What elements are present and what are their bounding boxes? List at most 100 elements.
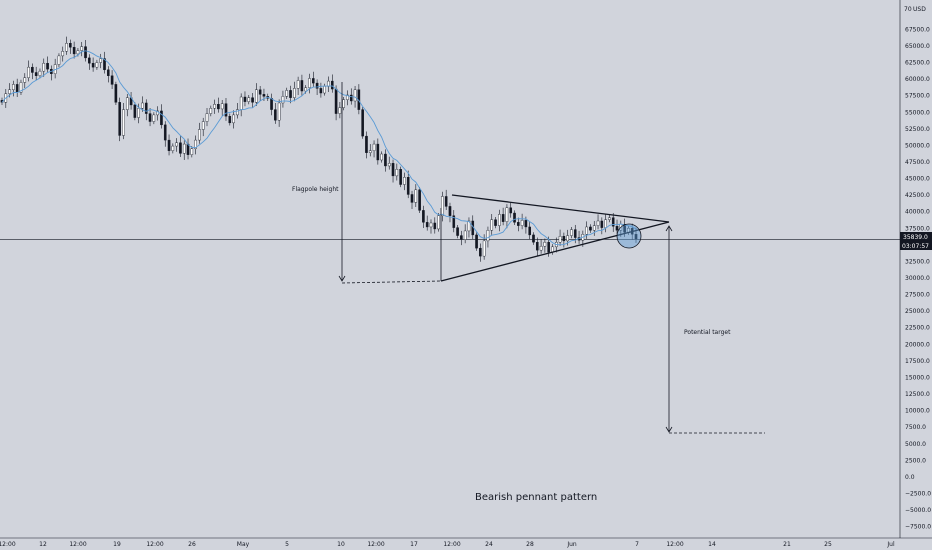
y-tick-label: 20000.0 [905,341,930,348]
y-axis-ticks: 67500.0 65000.0 62500.0 60000.0 57500.0 55000… [905,26,931,530]
candle-body [125,97,129,110]
candle-body [395,169,399,177]
candle-body [281,96,285,104]
candle-body [585,226,588,235]
y-tick-label: 12500.0 [905,391,930,398]
candle-body [463,230,467,240]
y-tick-label: −5000.0 [905,507,931,514]
y-tick-label: −7500.0 [905,524,931,531]
x-tick-label: 12:00 [443,541,460,548]
candle-body [95,62,99,68]
candle-body [494,219,497,226]
candle-body [201,121,205,130]
flagpole-label: Flagpole height [292,186,339,193]
y-tick-label: 47500.0 [905,159,930,166]
x-tick-label: 12:00 [367,541,384,548]
candle-body [380,153,383,161]
candle-body [217,104,220,110]
candle-body [19,82,23,93]
y-tick-label: 62500.0 [905,60,930,67]
candle-body [391,163,395,177]
candle-body [365,135,368,153]
candle-body [65,43,68,52]
y-tick-label: 7500.0 [905,424,926,431]
candle-body [114,84,118,103]
candle-body [403,177,406,185]
candle-body [209,108,213,114]
candle-body [255,89,258,103]
candle-body [194,139,197,149]
candle-body [418,189,421,211]
candle-body [133,104,137,118]
candle-body [57,55,61,65]
candle-body [501,214,505,222]
y-tick-label: 22500.0 [905,325,930,332]
candle-body [12,84,15,90]
y-tick-label: 10000.0 [905,408,930,415]
candle-body [296,80,300,89]
candle-body [452,215,456,228]
x-tick-label: May [237,541,250,548]
candle-body [232,114,235,124]
y-tick-label: 0.0 [905,474,915,481]
candle-body [486,230,490,242]
candle-body [513,212,516,223]
candle-body [604,219,607,228]
x-tick-label: Jul [886,541,895,548]
highlight-circle [616,223,642,249]
target-label: Potential target [684,329,731,336]
x-tick-label: 24 [485,541,493,548]
y-tick-label: 65000.0 [905,43,930,50]
candle-body [437,215,440,230]
x-tick-label: 10 [337,541,345,548]
candle-body [243,96,247,102]
candle-body [368,150,372,153]
y-tick-label: 17500.0 [905,358,930,365]
candle-body [349,94,353,102]
candle-body [361,109,364,137]
candle-body [262,94,266,97]
candle-body [236,109,239,116]
y-tick-label: 32500.0 [905,258,930,265]
candle-body [498,214,501,226]
candle-body [330,80,334,90]
x-tick-label: 26 [188,541,196,548]
y-tick-label: 60000.0 [905,76,930,83]
candle-body [490,219,494,231]
y-tick-label: 40000.0 [905,209,930,216]
candle-body [228,116,232,124]
candle-body [258,89,262,95]
y-tick-label: 50000.0 [905,142,930,149]
candle-body [448,206,452,216]
candle-body [460,235,463,240]
x-tick-label: 25 [824,541,832,548]
candle-body [8,89,11,94]
candle-body [175,142,178,147]
candle-body [171,145,175,151]
candle-body [422,210,425,223]
candle-body [31,66,34,73]
candles [0,36,638,262]
candle-body [334,88,338,114]
y-tick-label: 42500.0 [905,192,930,199]
candle-body [429,222,433,228]
candle-body [277,102,281,121]
candle-body [42,62,46,72]
y-tick-label: 67500.0 [905,26,930,33]
candle-body [425,222,429,228]
x-tick-label: Jun [566,541,577,548]
candle-body [608,217,611,220]
candle-body [482,240,486,257]
candle-body [611,217,615,227]
x-tick-label: 17 [410,541,418,548]
candle-body [239,96,243,110]
countdown-value: 03:07:57 [902,243,929,250]
candle-body [475,234,478,249]
candle-body [61,51,65,57]
plot-area [0,0,900,538]
candle-body [160,110,163,126]
y-tick-label: −2500.0 [905,490,931,497]
candle-body [270,98,273,110]
